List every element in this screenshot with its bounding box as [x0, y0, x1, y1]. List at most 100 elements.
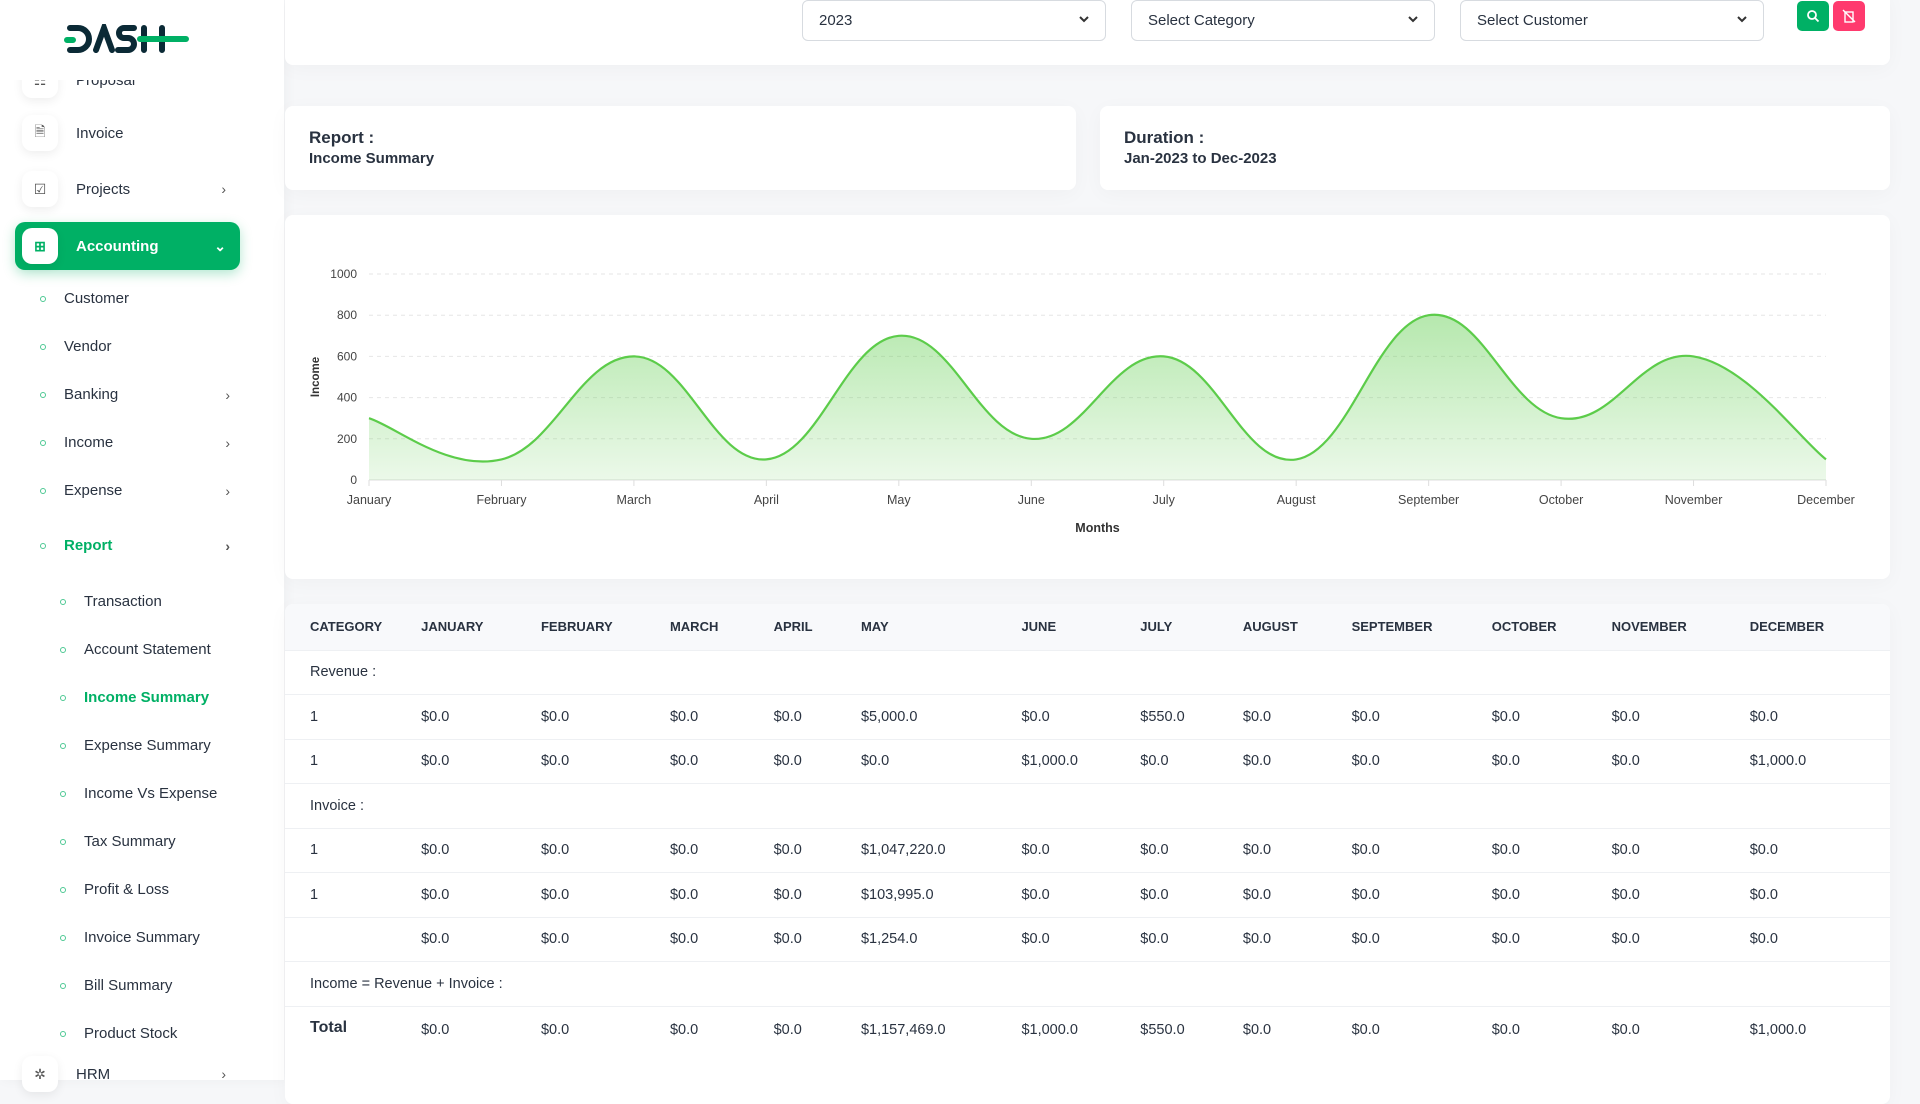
table-cell: $0.0 — [1021, 827, 1141, 873]
table-cell: $0.0 — [1491, 1005, 1612, 1054]
search-button[interactable] — [1797, 1, 1829, 31]
table-cell: $0.0 — [1749, 827, 1890, 873]
table-cell: $0.0 — [1611, 694, 1750, 739]
sidebar-item-accounting[interactable]: ⊞ Accounting ⌄ — [15, 222, 240, 270]
sidebar-item-banking[interactable]: Banking › — [40, 386, 230, 403]
table-cell: $1,000.0 — [1749, 738, 1890, 784]
logo[interactable] — [0, 0, 284, 80]
y-tick-label: 200 — [337, 432, 357, 446]
table-cell: $1,157,469.0 — [860, 1005, 1022, 1054]
income-table: CATEGORY JANUARY FEBRUARY MARCH APRIL MAY JUNE… — [285, 604, 1890, 1054]
file-invoice-icon: 🗎 — [22, 115, 58, 151]
table-cell: $0.0 — [1242, 916, 1352, 962]
sidebar-item-transaction[interactable]: Transaction — [60, 593, 162, 610]
table-cell: $0.0 — [669, 738, 774, 784]
report-card: Report : Income Summary — [285, 106, 1076, 190]
x-tick-label: September — [1398, 493, 1459, 507]
chevron-down-icon — [1737, 16, 1747, 23]
table-cell: $0.0 — [540, 738, 670, 784]
table-cell: Total — [285, 1005, 422, 1054]
sidebar-item-income[interactable]: Income › — [40, 434, 230, 451]
sidebar-item-account-statement[interactable]: Account Statement — [60, 641, 211, 658]
table-cell: $0.0 — [1491, 738, 1612, 784]
sidebar: ⚏Proposal 🗎Invoice ☑Projects› ⊞Accountin… — [0, 0, 284, 1092]
table-row: $0.0 $0.0 $0.0 $0.0 $1,254.0 $0.0 $0.0 $0.0 $0.0… — [285, 916, 1890, 962]
table-cell: $0.0 — [773, 1005, 861, 1054]
label: Tax Summary — [84, 833, 176, 850]
bullet-icon — [40, 343, 46, 350]
bullet-icon — [60, 742, 66, 749]
y-axis-label: Income — [310, 357, 322, 397]
sidebar-item-invoice[interactable]: 🗎 Invoice — [15, 109, 240, 157]
sidebar-item-report[interactable]: Report › — [40, 537, 230, 554]
customer-select[interactable]: Select Customer — [1460, 0, 1764, 41]
y-tick-label: 800 — [337, 308, 357, 322]
column-header: CATEGORY — [285, 604, 422, 650]
bullet-icon — [60, 790, 66, 797]
bullet-icon — [60, 934, 66, 941]
duration-card: Duration : Jan-2023 to Dec-2023 — [1100, 106, 1890, 190]
table-cell: $0.0 — [1491, 827, 1612, 873]
sidebar-item-tax-summary[interactable]: Tax Summary — [60, 833, 176, 850]
y-tick-label: 0 — [350, 473, 357, 487]
sidebar-item-label: HRM — [76, 1065, 111, 1083]
bullet-icon — [60, 838, 66, 845]
sidebar-item-projects[interactable]: ☑ Projects › — [15, 165, 240, 213]
income-chart: 0 200 400 600 800 1000 January February March Apr… — [310, 267, 1855, 535]
sidebar-item-income-summary[interactable]: Income Summary — [60, 689, 209, 706]
bullet-icon — [40, 542, 46, 549]
table-cell: $0.0 — [1140, 916, 1243, 962]
label: Bill Summary — [84, 977, 173, 994]
bullet-icon — [60, 598, 66, 605]
sidebar-item-hrm[interactable]: ✲ HRM › — [15, 1050, 240, 1098]
table-cell: $0.0 — [1351, 827, 1492, 873]
table-cell: $0.0 — [421, 738, 541, 784]
table-cell: $0.0 — [1491, 872, 1612, 917]
dash-logo-icon — [64, 24, 189, 53]
table-cell: $1,000.0 — [1749, 1005, 1890, 1054]
x-tick-label: June — [1018, 493, 1045, 507]
column-header: MARCH — [669, 604, 774, 650]
sidebar-item-income-vs-expense[interactable]: Income Vs Expense — [60, 785, 217, 802]
sidebar-item-expense[interactable]: Expense › — [40, 482, 230, 499]
table-cell: $0.0 — [1140, 738, 1243, 784]
table-cell: $0.0 — [1611, 1005, 1750, 1054]
chevron-right-icon: › — [221, 181, 226, 197]
column-header: JANUARY — [421, 604, 541, 650]
y-tick-label: 400 — [337, 391, 357, 405]
table-cell: $0.0 — [421, 694, 541, 739]
table-cell: $0.0 — [669, 872, 774, 917]
chevron-right-icon: › — [221, 1066, 226, 1082]
category-select[interactable]: Select Category — [1131, 0, 1435, 41]
table-cell: $550.0 — [1140, 1005, 1243, 1054]
sidebar-item-product-stock[interactable]: Product Stock — [60, 1025, 177, 1042]
label: Invoice Summary — [84, 929, 200, 946]
year-select[interactable]: 2023 — [802, 0, 1106, 41]
table-cell: $0.0 — [421, 916, 541, 962]
table-cell: $0.0 — [669, 1005, 774, 1054]
section-label: Revenue : — [285, 649, 1890, 695]
x-tick-label: May — [887, 493, 911, 507]
table-cell: $0.0 — [1242, 738, 1352, 784]
sidebar-item-expense-summary[interactable]: Expense Summary — [60, 737, 211, 754]
clear-filter-button[interactable] — [1833, 1, 1865, 31]
table-cell: $0.0 — [1611, 916, 1750, 962]
sidebar-item-vendor[interactable]: Vendor — [40, 338, 112, 355]
sidebar-item-customer[interactable]: Customer — [40, 290, 129, 307]
label: Income Vs Expense — [84, 785, 218, 802]
label: Income Summary — [84, 689, 210, 706]
table-cell — [285, 916, 422, 962]
sidebar-item-label: Invoice — [76, 124, 124, 142]
table-cell: $0.0 — [1351, 738, 1492, 784]
search-icon — [1807, 10, 1820, 23]
sidebar-item-profit-loss[interactable]: Profit & Loss — [60, 881, 169, 898]
sidebar-item-bill-summary[interactable]: Bill Summary — [60, 977, 172, 994]
income-line — [368, 313, 1827, 463]
sidebar-item-invoice-summary[interactable]: Invoice Summary — [60, 929, 200, 946]
column-header: OCTOBER — [1491, 604, 1612, 650]
y-tick-label: 1000 — [330, 267, 357, 281]
bullet-icon — [40, 295, 46, 302]
table-cell: $0.0 — [773, 872, 861, 917]
bullet-icon — [60, 1030, 66, 1037]
table-cell: $0.0 — [1021, 694, 1141, 739]
